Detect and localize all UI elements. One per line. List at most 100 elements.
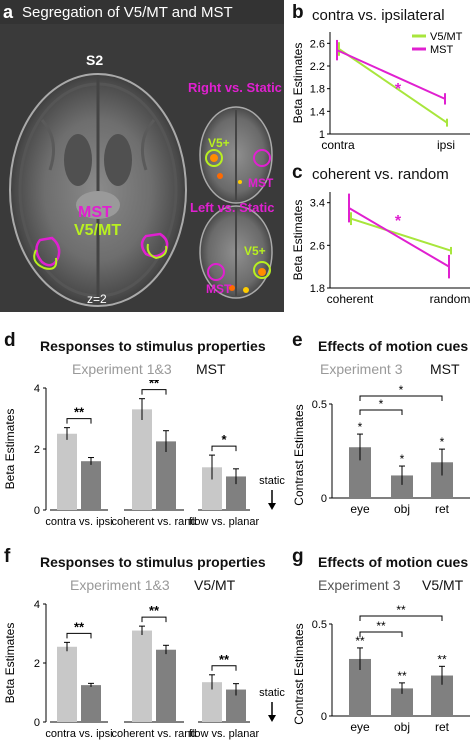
y-tick-label: 2.6: [310, 240, 325, 252]
group-label: contra vs. ipsi: [45, 516, 112, 528]
panel-f-title: Responses to stimulus properties: [40, 554, 266, 570]
bar-significance: **: [355, 634, 365, 648]
bracket-eye-obj: [359, 631, 403, 637]
bar: [431, 675, 453, 716]
panel-f-subtitle-roi: V5/MT: [194, 577, 236, 593]
x-tick-label: contra: [321, 138, 355, 152]
bar-significance: *: [400, 452, 405, 466]
panel-b-letter: b: [292, 2, 304, 23]
panel-f-letter: f: [4, 546, 11, 567]
chart-f: 4 2 0 Beta Estimates ** contra vs. ipsi ** cohe…: [3, 599, 285, 740]
mst-label: MST: [78, 204, 112, 221]
bar: [132, 630, 152, 722]
static-arrow-head: [268, 715, 276, 722]
significance-bracket: [66, 418, 92, 424]
x-tick-label: random: [430, 292, 471, 306]
chart-g: 0.5 0 Contrast Estimates ** eye ** obj ** ret ** *…: [292, 603, 470, 734]
panel-f-subtitle-exp: Experiment 1&3: [70, 577, 170, 593]
bar: [81, 685, 101, 722]
y-axis-label: Contrast Estimates: [292, 404, 306, 505]
x-tick-label: ret: [435, 720, 450, 734]
series-line-v5: [338, 48, 448, 124]
legend-label: MST: [430, 44, 454, 56]
chart-d: 4 2 0 Beta Estimates ** contra vs. ipsi ** cohe…: [3, 380, 285, 528]
panel-g-subtitle-roi: V5/MT: [422, 577, 464, 593]
panel-a-graphic: [0, 0, 284, 307]
bar: [202, 682, 222, 722]
group-label: flow vs. planar: [189, 516, 260, 528]
panel-d-letter: d: [4, 330, 16, 351]
bar-significance: **: [437, 652, 447, 666]
y-tick-label: 2.6: [310, 38, 325, 50]
y-tick-label: 1.8: [310, 283, 325, 295]
group-label: flow vs. planar: [189, 728, 260, 740]
x-tick-label: coherent: [327, 292, 374, 306]
legend-label: V5/MT: [430, 31, 463, 43]
static-label: static: [259, 687, 285, 699]
y-tick-label: 2: [34, 658, 40, 670]
significance-bracket: [211, 665, 237, 671]
significance-stars: **: [74, 405, 85, 420]
bar: [57, 433, 77, 510]
x-tick-label: ret: [435, 502, 450, 516]
bracket-eye-obj: [359, 409, 403, 415]
panel-d-title: Responses to stimulus properties: [40, 338, 266, 354]
bar: [156, 649, 176, 722]
bar: [226, 689, 246, 722]
bracket-eye-obj-stars: *: [379, 397, 384, 411]
subject-label: S2: [86, 52, 104, 68]
y-tick-label: 4: [34, 599, 40, 611]
bar-significance: *: [440, 435, 445, 449]
significance-stars: **: [149, 380, 160, 391]
static-label: static: [259, 475, 285, 487]
panel-d-subtitle-roi: MST: [196, 361, 226, 377]
y-axis-label: Contrast Estimates: [292, 623, 306, 724]
group-label: coherent vs. rand: [112, 516, 197, 528]
panel-a-letter: a: [3, 2, 14, 22]
bar: [391, 688, 413, 716]
inset-top-v5-label: V5+: [208, 136, 230, 150]
bar: [132, 409, 152, 510]
static-arrow-head: [268, 503, 276, 510]
panel-e-subtitle-exp: Experiment 3: [320, 361, 403, 377]
bar: [156, 441, 176, 510]
panel-g-subtitle-exp: Experiment 3: [318, 577, 401, 593]
group-label: contra vs. ipsi: [45, 728, 112, 740]
bar: [431, 462, 453, 498]
y-tick-label: 0: [321, 711, 327, 723]
series-line-mst: [348, 207, 450, 268]
panel-b-title: contra vs. ipsilateral: [312, 7, 445, 24]
inset-bottom-mst-label: MST: [206, 282, 232, 296]
panel-c-title: coherent vs. random: [312, 166, 449, 183]
bracket-eye-ret: [359, 395, 443, 401]
significance-star: *: [395, 81, 402, 98]
panel-e-letter: e: [292, 330, 303, 351]
slice-label: z=2: [87, 292, 107, 306]
x-tick-label: obj: [394, 720, 410, 734]
bar: [349, 447, 371, 498]
y-axis-label: Beta Estimates: [291, 43, 305, 124]
y-tick-label: 0.5: [312, 619, 327, 631]
panel-e-title: Effects of motion cues: [318, 338, 469, 354]
bar: [226, 476, 246, 510]
x-tick-label: eye: [350, 720, 370, 734]
inset-top-title: Right vs. Static: [188, 80, 282, 95]
y-tick-label: 0: [34, 717, 40, 729]
bracket-eye-ret-stars: *: [399, 383, 404, 397]
panel-g-letter: g: [292, 546, 304, 567]
bar-significance: *: [358, 420, 363, 434]
significance-stars: **: [74, 619, 85, 634]
bar-significance: **: [397, 669, 407, 683]
bar: [349, 658, 371, 716]
inset-bottom-v5-label: V5+: [244, 244, 266, 258]
y-tick-label: 2: [34, 444, 40, 456]
bar: [391, 475, 413, 498]
y-axis-label: Beta Estimates: [3, 409, 17, 490]
bracket-eye-obj-stars: **: [376, 619, 386, 633]
significance-stars: **: [149, 603, 160, 618]
significance-bracket: [66, 632, 92, 639]
y-tick-label: 1.4: [310, 106, 325, 118]
series-line-mst: [336, 49, 446, 100]
